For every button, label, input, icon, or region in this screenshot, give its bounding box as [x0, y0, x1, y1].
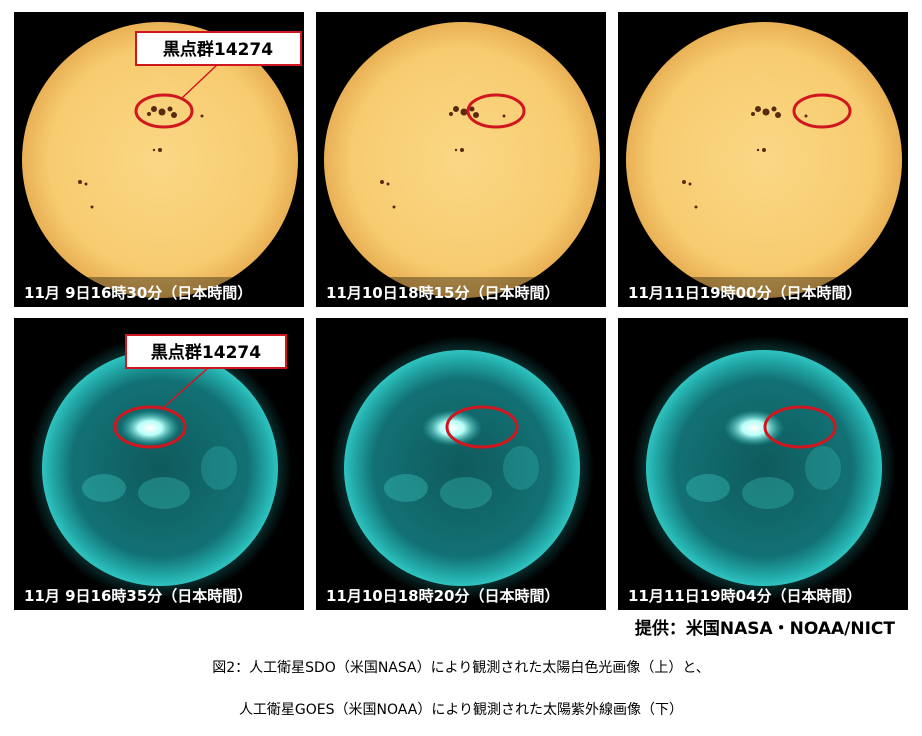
callout: 黒点群14274: [163, 39, 273, 60]
panel: 11月11日19時04分（日本時間）: [618, 318, 908, 610]
panel: 11月11日19時00分（日本時間）: [618, 12, 908, 307]
panel: 11月10日18時20分（日本時間）: [316, 318, 606, 610]
callout: 黒点群14274: [151, 342, 261, 363]
caption-line: 図2：人工衛星SDO（米国NASA）により観測された太陽白色光画像（上）と、: [212, 659, 710, 676]
panel: 11月10日18時15分（日本時間）: [316, 12, 606, 307]
timestamp: 11月11日19時04分（日本時間）: [628, 587, 862, 605]
timestamp: 11月11日19時00分（日本時間）: [628, 284, 862, 302]
panel: 黒点群14274 11月 9日16時30分（日本時間）: [14, 12, 304, 307]
caption-line: 人工衛星GOES（米国NOAA）により観測された太陽紫外線画像（下）: [239, 701, 683, 718]
panel: 黒点群14274 11月 9日16時35分（日本時間）: [14, 318, 304, 610]
timestamp: 11月10日18時20分（日本時間）: [326, 587, 560, 605]
credit: 提供：米国NASA・NOAA/NICT: [635, 618, 896, 639]
timestamp: 11月 9日16時35分（日本時間）: [24, 587, 252, 605]
timestamp: 11月 9日16時30分（日本時間）: [24, 284, 252, 302]
timestamp: 11月10日18時15分（日本時間）: [326, 284, 560, 302]
